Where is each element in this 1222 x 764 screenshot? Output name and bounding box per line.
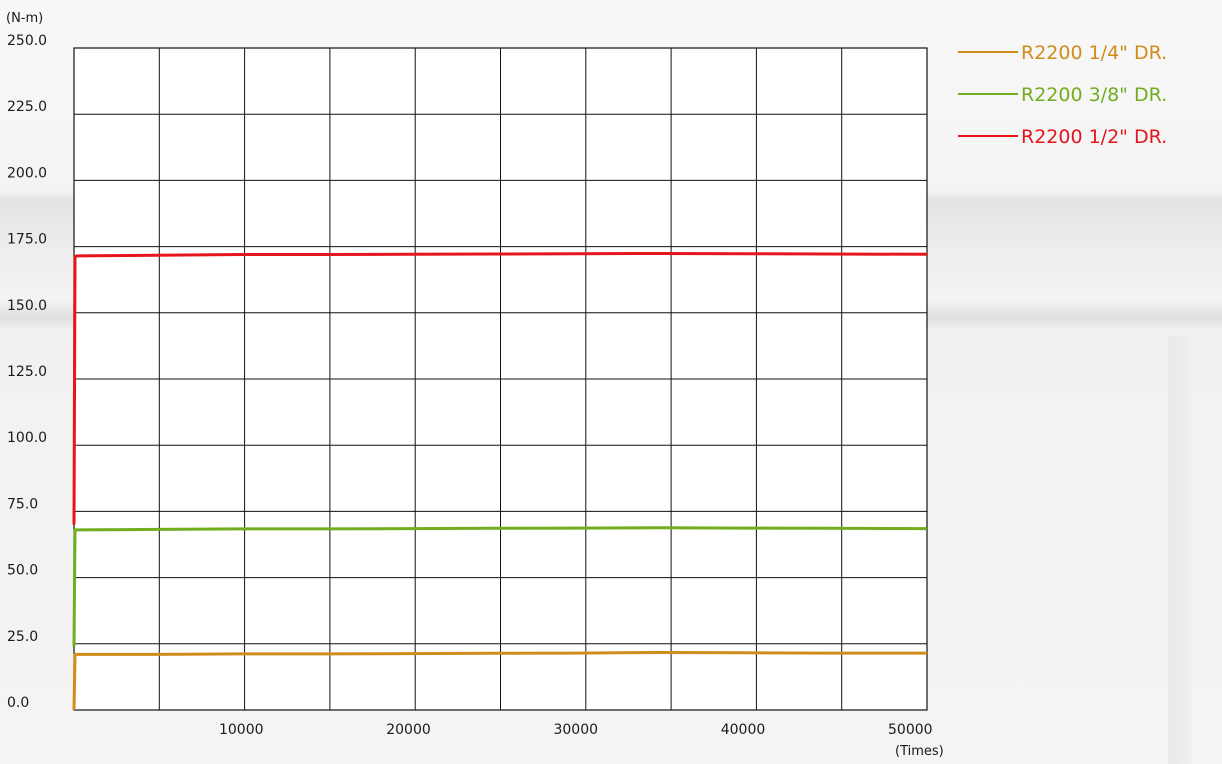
y-tick-label: 225.0: [7, 99, 47, 115]
legend-label: R2200 1/2" DR.: [1021, 126, 1167, 148]
y-tick-label: 100.0: [7, 430, 47, 446]
x-tick-labels: 10000 20000 30000 40000 50000: [219, 722, 933, 738]
x-tick-label: 40000: [721, 722, 766, 738]
background-panel-strip: [1168, 336, 1192, 764]
y-axis-label: (N-m): [6, 11, 43, 26]
y-tick-label: 75.0: [7, 496, 38, 512]
series-line: [72, 526, 928, 647]
x-tick-label: 20000: [386, 722, 431, 738]
x-tick-label: 30000: [553, 722, 598, 738]
y-tick-label: 125.0: [7, 364, 47, 380]
series-lines: [72, 252, 928, 711]
y-tick-label: 25.0: [7, 629, 38, 645]
legend: R2200 1/4" DR. R2200 3/8" DR. R2200 1/2" D…: [958, 42, 1167, 148]
series-line: [72, 252, 928, 525]
x-tick-label: 10000: [219, 722, 264, 738]
y-tick-label: 175.0: [7, 232, 47, 248]
x-tick-label: 50000: [888, 722, 933, 738]
y-tick-label: 150.0: [7, 298, 47, 314]
x-axis-label: (Times): [895, 744, 944, 759]
series-line: [72, 651, 927, 711]
y-tick-label: 250.0: [7, 33, 47, 49]
y-tick-label: 200.0: [7, 165, 47, 181]
y-tick-label: 0.0: [7, 695, 29, 711]
legend-label: R2200 1/4" DR.: [1021, 42, 1167, 64]
y-tick-label: 50.0: [7, 563, 38, 579]
legend-label: R2200 3/8" DR.: [1021, 84, 1167, 106]
y-tick-labels: 0.0 25.0 50.0 75.0 100.0 125.0 150.0 175.0 200.0…: [7, 33, 47, 711]
